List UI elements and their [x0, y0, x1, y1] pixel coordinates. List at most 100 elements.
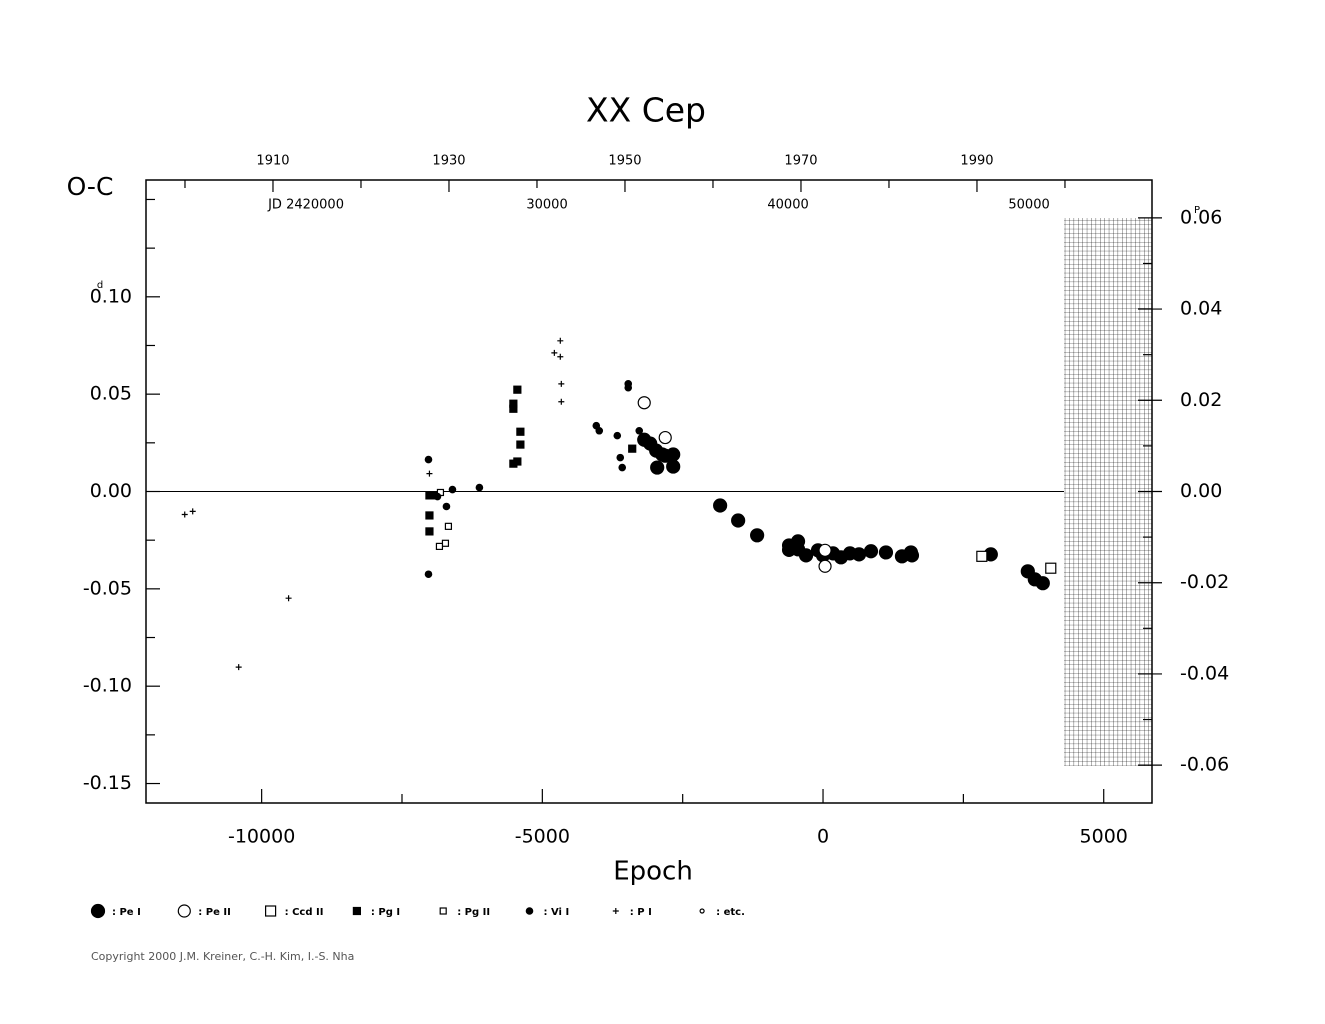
x-tick-label: 5000 [1080, 826, 1128, 848]
data-point [513, 457, 522, 466]
data-point [285, 595, 292, 602]
data-point [558, 398, 565, 405]
y2-tick-label: -0.02 [1180, 571, 1229, 593]
year-tick-label: 1910 [256, 154, 289, 169]
data-point [618, 463, 627, 472]
legend-marker [177, 904, 191, 918]
legend-label: : etc. [716, 907, 745, 918]
legend-label: : Ccd II [285, 907, 324, 918]
data-point [551, 349, 558, 356]
data-point [558, 380, 565, 387]
data-point [658, 430, 672, 445]
legend-label: : P I [630, 907, 652, 918]
y-tick-label: 0.00 [90, 480, 132, 502]
data-point [433, 492, 442, 501]
data-point [628, 444, 637, 453]
data-point [516, 427, 525, 436]
legend-label: : Pe II [198, 907, 231, 918]
data-point [851, 547, 867, 562]
y2-tick-label: 0.06 [1180, 206, 1222, 228]
y-tick-label: -0.10 [83, 675, 132, 697]
x-tick-label: 0 [817, 826, 829, 848]
future-zone [1064, 218, 1152, 766]
chart-title: XX Cep [586, 91, 706, 130]
data-point [750, 528, 765, 543]
y2-unit: P [1194, 205, 1200, 216]
data-point [435, 542, 444, 551]
data-point [235, 664, 242, 671]
year-tick-label: 1970 [784, 154, 817, 169]
data-point [189, 508, 196, 515]
data-point [818, 543, 832, 557]
data-point [863, 544, 879, 559]
data-point [595, 426, 604, 435]
year-tick-label: 1990 [960, 154, 993, 169]
data-point [424, 455, 433, 464]
data-point [424, 570, 433, 579]
data-point [557, 337, 564, 344]
data-point [475, 483, 484, 492]
data-point [713, 498, 728, 513]
jd-tick-label: 40000 [767, 198, 808, 213]
data-point [904, 548, 920, 563]
data-point [635, 426, 644, 435]
data-point [616, 453, 625, 462]
data-point [878, 545, 894, 560]
data-point [425, 527, 434, 536]
legend-label: : Pg II [457, 907, 490, 918]
data-point [557, 353, 564, 360]
legend-marker [352, 906, 361, 916]
y-tick-label: -0.05 [83, 577, 132, 599]
data-point [976, 550, 988, 562]
jd-tick-label: 50000 [1008, 198, 1049, 213]
legend-label: : Pg I [371, 907, 400, 918]
x-tick-label: -10000 [228, 826, 295, 848]
jd-tick-label: 30000 [526, 198, 567, 213]
x-tick-label: -5000 [515, 826, 570, 848]
jd-tick-label: JD 2420000 [267, 198, 344, 213]
year-tick-label: 1930 [432, 154, 465, 169]
data-point [441, 539, 450, 547]
y-axis-title: O-C [67, 172, 114, 201]
y2-tick-label: 0.04 [1180, 298, 1222, 320]
y2-tick-label: -0.04 [1180, 662, 1229, 684]
data-point [1045, 562, 1057, 574]
data-point [448, 485, 457, 494]
data-point [613, 431, 622, 440]
x-axis-title: Epoch [613, 857, 693, 887]
data-point [798, 548, 814, 563]
y2-tick-label: -0.06 [1180, 754, 1229, 776]
data-point [650, 460, 665, 475]
data-point [624, 383, 633, 392]
y-tick-label: -0.15 [83, 772, 132, 794]
y-tick-label: 0.05 [90, 383, 132, 405]
data-point [442, 502, 451, 511]
data-point [426, 470, 433, 477]
data-point [731, 513, 746, 528]
y-tick-label: 0.10 [90, 285, 132, 307]
data-point [513, 385, 522, 394]
legend-marker [265, 905, 277, 917]
data-point [666, 447, 681, 462]
legend-marker [90, 903, 106, 919]
data-point [181, 511, 188, 518]
copyright: Copyright 2000 J.M. Kreiner, C.-H. Kim, … [91, 950, 354, 963]
data-point [516, 440, 525, 449]
data-point [637, 396, 651, 410]
y2-tick-label: 0.00 [1180, 480, 1222, 502]
data-point [425, 511, 434, 520]
data-point [666, 459, 681, 474]
legend-marker [439, 907, 447, 915]
data-point [509, 404, 518, 413]
legend-label: : Pe I [112, 907, 141, 918]
data-point [444, 522, 453, 530]
legend-label: : Vi I [544, 907, 570, 918]
year-tick-label: 1950 [608, 154, 641, 169]
y2-tick-label: 0.02 [1180, 389, 1222, 411]
legend-marker [699, 908, 705, 914]
legend-marker [525, 907, 534, 915]
data-point [818, 559, 832, 573]
data-point [1035, 576, 1050, 591]
y-unit: d [97, 280, 103, 291]
